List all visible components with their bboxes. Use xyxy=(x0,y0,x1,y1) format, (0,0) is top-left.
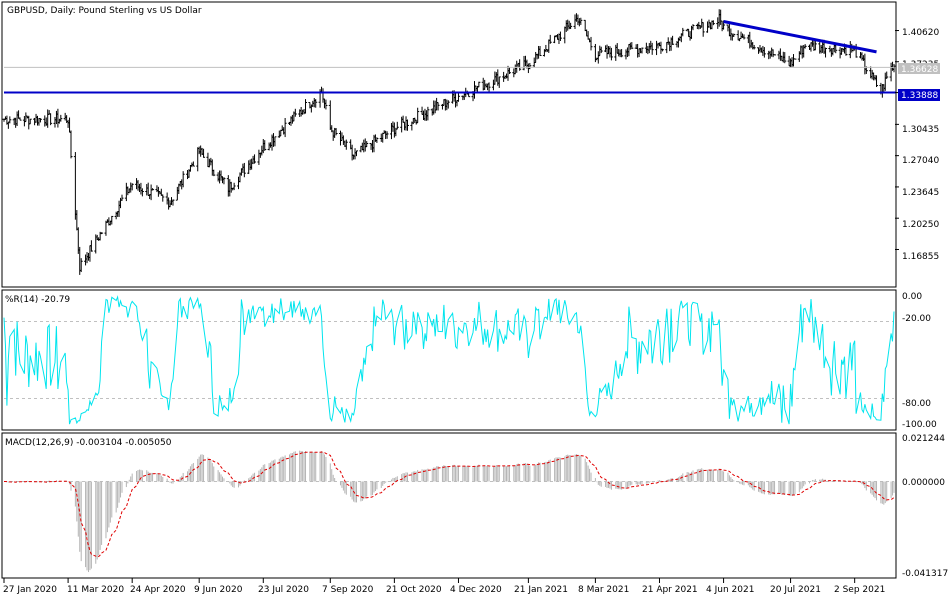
x-tick-label: 8 Mar 2021 xyxy=(578,585,629,595)
x-tick-label: 23 Jul 2020 xyxy=(258,585,309,595)
chart-title: GBPUSD, Daily: Pound Sterling vs US Doll… xyxy=(7,6,202,16)
x-tick-label: 7 Sep 2020 xyxy=(322,585,374,595)
wr-tick-label: -20.00 xyxy=(902,314,931,324)
x-tick-label: 24 Apr 2020 xyxy=(130,585,186,595)
macd-signal-line xyxy=(4,451,895,558)
current-price-box xyxy=(898,63,940,74)
x-tick-label: 11 Mar 2020 xyxy=(67,585,124,595)
macd-plot xyxy=(4,450,895,573)
x-tick-label: 21 Apr 2021 xyxy=(642,585,698,595)
macd-tick-label: 0.021244 xyxy=(902,434,945,444)
macd-panel-frame xyxy=(1,432,897,579)
williams-panel-frame xyxy=(1,289,897,431)
main-plot xyxy=(2,9,896,275)
trend-line xyxy=(723,20,877,54)
williams-label: %R(14) -20.79 xyxy=(5,295,70,305)
x-tick-label: 4 Jun 2021 xyxy=(706,585,754,595)
hline-price-box xyxy=(898,89,940,101)
main-tick-label: 1.16855 xyxy=(902,252,939,262)
hline-price-label: 1.33888 xyxy=(901,91,938,101)
wr-tick-label: -100.00 xyxy=(902,420,937,430)
x-tick-label: 21 Jan 2021 xyxy=(514,585,568,595)
x-tick-label: 2 Sep 2021 xyxy=(834,585,885,595)
main-tick-label: 1.27040 xyxy=(902,156,939,166)
williams-plot xyxy=(3,295,895,425)
x-tick-label: 4 Dec 2020 xyxy=(450,585,502,595)
wr-tick-label: -80.00 xyxy=(902,399,931,409)
x-tick-label: 9 Jun 2020 xyxy=(194,585,243,595)
main-tick-label: 1.30435 xyxy=(902,125,939,135)
macd-label: MACD(12,26,9) -0.003104 -0.005050 xyxy=(5,438,172,448)
main-tick-label: 1.23645 xyxy=(902,188,939,198)
main-tick-label: 1.20250 xyxy=(902,220,939,230)
x-tick-label: 20 Jul 2021 xyxy=(770,585,821,595)
main-tick-label: 1.40620 xyxy=(902,28,939,38)
macd-tick-label: 0.000000 xyxy=(902,478,945,488)
wr-line xyxy=(3,295,895,425)
axes xyxy=(3,30,899,583)
x-tick-label: 21 Oct 2020 xyxy=(386,585,442,595)
macd-tick-label: -0.041317 xyxy=(902,569,948,579)
main-panel-frame xyxy=(1,1,897,288)
wr-tick-label: 0.00 xyxy=(902,292,922,302)
x-tick-label: 27 Jan 2020 xyxy=(3,585,57,595)
current-price-label: 1.36628 xyxy=(901,65,938,75)
